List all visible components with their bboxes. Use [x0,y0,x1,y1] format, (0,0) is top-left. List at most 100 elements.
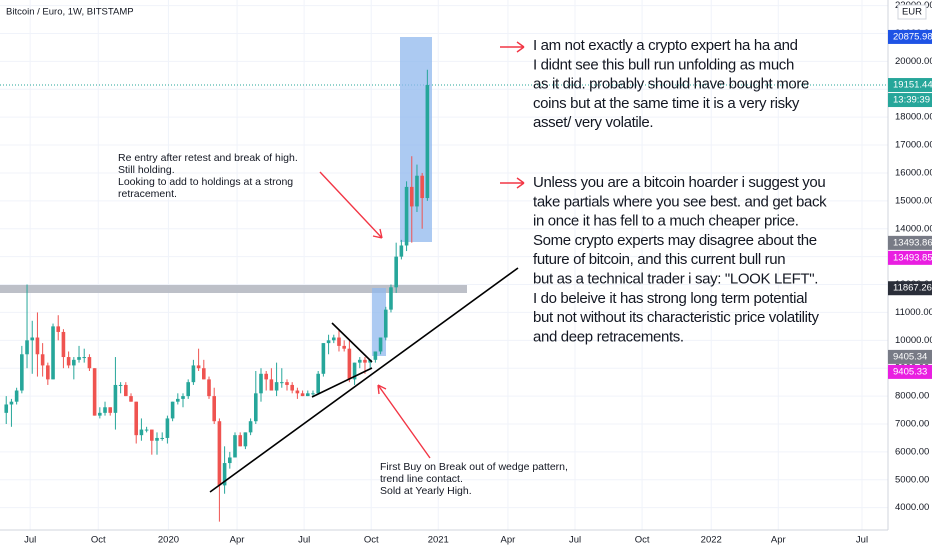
x-tick-label: Apr [771,535,786,546]
currency-box [897,4,927,20]
x-tick-label: 2021 [428,535,449,546]
price-badge [888,29,932,44]
candle-body [87,357,92,369]
candle-body [176,398,180,402]
comment: I am not exactly a crypto expert ha ha a… [533,37,798,54]
candle-body [373,351,378,360]
annotation: Looking to add to holdings at a strong [118,176,293,188]
candle-body [35,337,40,355]
comment: take partials where you see best. and ge… [533,193,827,210]
candle-body [118,384,123,386]
candle-body [378,337,383,352]
price-badge-label: 13493.86 [893,237,932,248]
candle-body [347,348,352,380]
candle-body [383,309,388,338]
x-tick-label: Oct [91,535,106,546]
wedge-line [311,367,373,398]
annotation: Sold at Yearly High. [380,485,472,497]
candle-body [40,354,45,366]
comment: Unless you are a bitcoin hoarder i sugge… [533,174,825,191]
price-badge [888,235,932,250]
y-tick-label: 4000.00 [895,502,929,513]
candle-body [285,382,289,385]
candle-body [394,256,398,288]
y-tick-label: 7000.00 [895,419,929,430]
y-tick-label: 10000.00 [895,335,932,346]
price-badge [888,78,932,93]
price-badge-label: 9405.33 [893,366,927,377]
candle-body [326,340,331,344]
x-tick-label: 2020 [158,535,179,546]
candle-body [300,393,305,397]
annotation: retracement. [118,188,177,200]
annotation: Re entry after retest and break of high. [118,152,298,164]
x-tick-label: Apr [501,535,516,546]
candle-body [279,382,284,384]
comment: I do beleive it has strong long term pot… [533,290,807,307]
price-badge-label: 11867.26 [893,283,932,294]
candle-body [409,186,414,207]
comment: and deep retracements. [533,328,684,345]
candle-body [316,373,320,394]
candle-body [202,368,206,380]
candle-body [150,429,154,441]
y-tick-label: 18000.00 [895,112,932,123]
candle-body [337,337,341,346]
candle-body [248,421,253,433]
candle-body [82,357,87,359]
comment: coins but at the same time it is a very … [533,95,800,112]
arrow [500,41,525,53]
arrow [377,384,431,459]
candle-body [243,432,248,447]
candle-body [238,435,242,447]
candle-body [103,407,107,413]
candle-body [363,359,367,363]
comment: Some crypto experts may disagree about t… [533,232,817,249]
candle-body [113,384,118,413]
candle-body [222,463,227,486]
resistance-zone [0,285,467,293]
candle-body [144,429,149,431]
y-tick-label: 5000.00 [895,474,929,485]
x-tick-label: Oct [635,535,650,546]
x-tick-label: Apr [230,535,245,546]
candle-body [56,326,61,332]
candle-body [311,393,315,395]
comment: but not without its characteristic price… [533,309,819,326]
annotation: First Buy on Break out of wedge pattern, [380,461,568,473]
candle-body [72,359,76,366]
candle-body [139,429,144,436]
y-tick-label: 17000.00 [895,140,932,151]
arrow [500,177,525,189]
annotation: Still holding. [118,164,175,176]
candle-body [98,412,102,416]
candle-body [92,368,97,416]
price-badge [888,281,932,296]
price-badge [888,364,932,379]
price-badge-label: 19151.44 [893,80,932,91]
comment: asset/ very volatile. [533,114,653,131]
y-tick-label: 6000.00 [895,446,929,457]
arrows [319,41,525,459]
candle-body [342,345,346,349]
candle-body [4,404,9,413]
y-tick-label: 14000.00 [895,223,932,234]
candle-body [66,357,71,366]
candle-body [290,384,294,391]
candle-body [399,245,404,257]
x-tick-label: Oct [364,535,379,546]
candle-body [14,390,19,402]
candle-body [253,393,258,422]
y-tick-label: 16000.00 [895,167,932,178]
candle-body [170,401,175,419]
candle-body [108,407,113,413]
candle-body [264,373,268,380]
trend-line [209,267,519,493]
y-tick-label: 20000.00 [895,56,932,67]
candle-body [25,340,29,355]
price-badge [888,250,932,265]
candle-body [129,396,133,402]
candle-body [425,85,430,199]
candle-body [61,331,66,358]
